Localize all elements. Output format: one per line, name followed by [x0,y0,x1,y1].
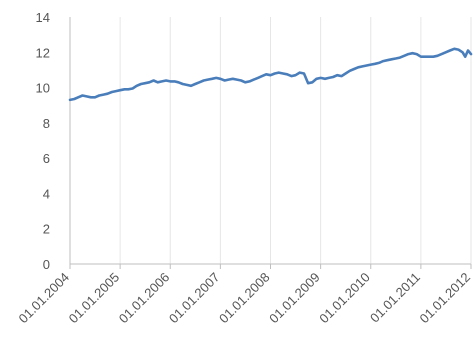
x-tick-label: 01.01.2009 [266,270,323,327]
y-tick-label: 4 [43,186,50,201]
x-tick-label: 01.01.2008 [216,270,273,327]
y-tick-label: 14 [36,10,50,25]
x-tick-label: 01.01.2011 [367,270,423,326]
x-tick-label: 01.01.2010 [316,270,373,327]
series-layer [68,47,473,102]
axes [69,17,472,269]
x-tick-label: 01.01.2007 [166,270,223,327]
x-axis-ticks: 01.01.200401.01.200501.01.200601.01.2007… [15,270,473,327]
y-axis-ticks: 0 2 4 6 8 10 12 14 [36,10,50,272]
series-line [68,47,473,102]
x-tick-label: 01.01.2006 [116,270,173,327]
y-tick-label: 2 [43,222,50,237]
x-tick-label: 01.01.2012 [416,270,473,327]
x-tick-label: 01.01.2004 [15,270,72,327]
y-tick-label: 6 [43,151,50,166]
y-tick-label: 12 [36,45,50,60]
y-tick-label: 10 [36,81,50,96]
x-tick-label: 01.01.2005 [66,270,123,327]
y-tick-label: 0 [43,257,50,272]
y-tick-label: 8 [43,116,50,131]
gridlines [119,17,472,264]
